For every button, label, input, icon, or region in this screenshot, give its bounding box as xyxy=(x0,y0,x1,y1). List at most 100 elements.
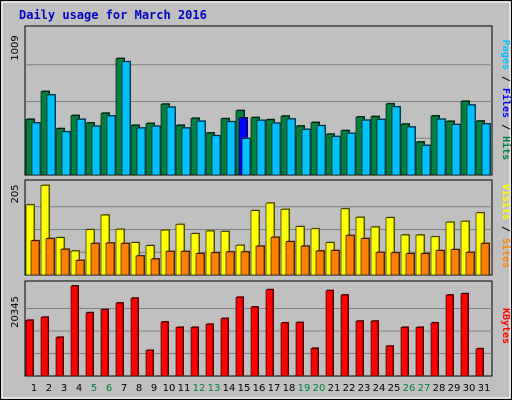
bar-bottom-kbytes-day-2 xyxy=(40,316,49,377)
bar-middle-sites-day-21 xyxy=(330,249,340,276)
bar-middle-sites-day-13 xyxy=(210,251,220,276)
bar-top-pages-day-1 xyxy=(31,121,41,176)
bar-middle-sites-day-19 xyxy=(300,245,310,276)
day-tick-17: 17 xyxy=(268,383,281,394)
day-tick-31: 31 xyxy=(478,383,491,394)
bar-top-pages-day-14 xyxy=(226,120,236,176)
day-tick-21: 21 xyxy=(328,383,341,394)
bar-top-pages-day-30 xyxy=(466,104,476,176)
bar-middle-visits-day-11 xyxy=(175,223,185,276)
bar-bottom-kbytes-day-11 xyxy=(175,326,184,377)
day-tick-4: 4 xyxy=(76,383,82,394)
day-tick-9: 9 xyxy=(151,383,157,394)
bar-bottom-kbytes-day-5 xyxy=(85,311,94,377)
bar-bottom-kbytes-day-15 xyxy=(235,296,244,377)
ymax-label-middle: 205 xyxy=(10,184,21,203)
bar-bottom-kbytes-day-28 xyxy=(430,321,439,377)
bar-bottom-kbytes-day-18 xyxy=(280,321,289,377)
day-tick-6: 6 xyxy=(106,383,112,394)
bar-middle-sites-day-14 xyxy=(225,250,235,276)
bar-bottom-kbytes-day-13 xyxy=(205,323,214,377)
bar-bottom-kbytes-day-3 xyxy=(55,336,64,377)
axis-label-top-part-0: Pages xyxy=(500,40,511,70)
bar-bottom-kbytes-day-26 xyxy=(400,326,409,377)
bar-top-pages-day-29 xyxy=(451,123,461,176)
day-tick-14: 14 xyxy=(223,383,236,394)
bar-middle-visits-day-2 xyxy=(40,184,50,276)
axis-label-top-part-2: Files xyxy=(500,88,512,118)
bar-bottom-kbytes-day-8 xyxy=(130,297,139,377)
bar-bottom-kbytes-day-27 xyxy=(415,326,424,377)
bar-middle-sites-day-27 xyxy=(420,252,430,276)
bar-bottom-kbytes-day-22 xyxy=(340,294,349,377)
day-tick-16: 16 xyxy=(253,383,266,394)
bar-middle-visits-day-24 xyxy=(370,226,380,276)
bar-bottom-kbytes-day-12 xyxy=(190,326,199,377)
day-tick-13: 13 xyxy=(208,383,221,394)
bar-bottom-kbytes-day-14 xyxy=(220,317,229,377)
bar-middle-visits-day-30 xyxy=(460,220,470,276)
bar-middle-sites-day-8 xyxy=(135,254,145,276)
day-tick-24: 24 xyxy=(373,383,386,394)
day-tick-3: 3 xyxy=(61,383,67,394)
day-tick-22: 22 xyxy=(343,383,356,394)
bar-bottom-kbytes-day-31 xyxy=(475,347,484,377)
bar-top-pages-day-27 xyxy=(421,144,431,176)
bar-top-pages-day-10 xyxy=(166,106,176,176)
day-tick-11: 11 xyxy=(178,383,191,394)
bar-top-pages-day-24 xyxy=(376,118,386,176)
bar-middle-sites-day-2 xyxy=(45,237,55,276)
bar-bottom-kbytes-day-17 xyxy=(265,288,274,377)
day-tick-25: 25 xyxy=(388,383,401,394)
bar-top-pages-day-19 xyxy=(301,128,311,176)
bar-middle-sites-day-6 xyxy=(105,242,115,276)
bar-top-pages-day-23 xyxy=(361,119,371,176)
bar-top-pages-day-20 xyxy=(316,124,326,176)
bar-top-pages-day-18 xyxy=(286,118,296,176)
bar-middle-visits-day-16 xyxy=(250,209,260,276)
bar-middle-sites-day-28 xyxy=(435,249,445,276)
bar-top-pages-day-25 xyxy=(391,105,401,176)
bar-top-pages-day-21 xyxy=(331,135,341,176)
day-tick-29: 29 xyxy=(448,383,461,394)
axis-label-bottom-part-0: KBytes xyxy=(500,308,511,344)
bar-middle-sites-day-5 xyxy=(90,242,100,276)
bar-top-pages-day-5 xyxy=(91,125,101,176)
bar-bottom-kbytes-day-24 xyxy=(370,320,379,377)
day-tick-23: 23 xyxy=(358,383,371,394)
bar-top-pages-day-9 xyxy=(151,125,161,176)
bar-bottom-kbytes-day-29 xyxy=(445,294,454,377)
bar-bottom-kbytes-day-30 xyxy=(460,292,469,377)
day-tick-1: 1 xyxy=(31,383,37,394)
day-tick-10: 10 xyxy=(163,383,176,394)
bar-top-pages-day-2 xyxy=(46,94,56,176)
bar-top-pages-day-4 xyxy=(76,118,86,176)
bar-middle-sites-day-17 xyxy=(270,236,280,276)
day-tick-12: 12 xyxy=(193,383,206,394)
bar-middle-visits-day-25 xyxy=(385,216,395,276)
bar-middle-sites-day-1 xyxy=(30,239,40,276)
bar-bottom-kbytes-day-19 xyxy=(295,321,304,377)
day-tick-28: 28 xyxy=(433,383,446,394)
day-tick-7: 7 xyxy=(121,383,127,394)
bar-top-pages-day-26 xyxy=(406,126,416,176)
day-tick-15: 15 xyxy=(238,383,251,394)
bar-middle-visits-day-29 xyxy=(445,221,455,276)
bar-bottom-kbytes-day-10 xyxy=(160,321,169,377)
bar-middle-sites-day-24 xyxy=(375,251,385,276)
bar-top-pages-day-3 xyxy=(61,130,71,176)
bar-bottom-kbytes-day-25 xyxy=(385,345,394,377)
bar-bottom-kbytes-day-20 xyxy=(310,347,319,377)
bar-bottom-kbytes-day-6 xyxy=(100,308,109,377)
axis-label-top-part-4: Hits xyxy=(500,136,512,160)
day-tick-5: 5 xyxy=(91,383,97,394)
bar-middle-sites-day-16 xyxy=(255,245,265,276)
axis-label-top-part-1: / xyxy=(500,70,511,88)
axis-label-middle: Visits / Sites xyxy=(500,184,512,268)
bar-middle-sites-day-11 xyxy=(180,250,190,276)
day-tick-30: 30 xyxy=(463,383,476,394)
day-tick-20: 20 xyxy=(313,383,326,394)
bar-top-pages-day-17 xyxy=(271,122,281,176)
